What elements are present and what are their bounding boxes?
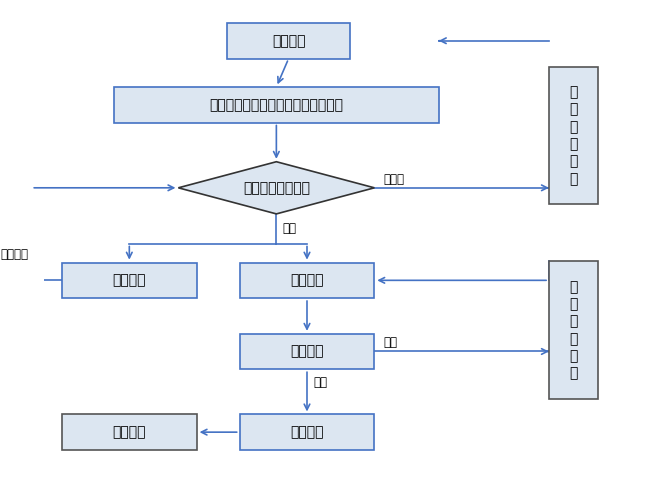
FancyBboxPatch shape bbox=[549, 67, 598, 204]
Text: 掘进状态: 掘进状态 bbox=[290, 345, 324, 359]
Text: 发现异常: 发现异常 bbox=[0, 248, 28, 261]
FancyBboxPatch shape bbox=[240, 263, 374, 298]
Text: 开始掘进: 开始掘进 bbox=[290, 273, 324, 288]
Text: 安装管片: 安装管片 bbox=[113, 425, 146, 439]
FancyBboxPatch shape bbox=[114, 87, 439, 122]
Text: 不合格: 不合格 bbox=[384, 173, 405, 186]
FancyBboxPatch shape bbox=[240, 414, 374, 450]
FancyBboxPatch shape bbox=[549, 261, 598, 399]
Text: 异常: 异常 bbox=[384, 336, 397, 349]
Text: 特殊地段风险评估: 特殊地段风险评估 bbox=[243, 181, 310, 195]
Polygon shape bbox=[179, 162, 374, 214]
Text: 继续掘进: 继续掘进 bbox=[290, 425, 324, 439]
FancyBboxPatch shape bbox=[227, 23, 350, 59]
Text: 专
项
施
工
方
案: 专 项 施 工 方 案 bbox=[569, 85, 578, 186]
FancyBboxPatch shape bbox=[62, 263, 197, 298]
FancyBboxPatch shape bbox=[240, 334, 374, 369]
Text: 线路穿越地层、地下、地上环境普查: 线路穿越地层、地下、地上环境普查 bbox=[210, 98, 343, 112]
Text: 正常: 正常 bbox=[313, 376, 327, 389]
FancyBboxPatch shape bbox=[62, 414, 197, 450]
Text: 工程开工: 工程开工 bbox=[272, 34, 305, 48]
Text: 专
项
施
工
方
案: 专 项 施 工 方 案 bbox=[569, 280, 578, 380]
Text: 合格: 合格 bbox=[283, 222, 297, 235]
Text: 监控量测: 监控量测 bbox=[113, 273, 146, 288]
